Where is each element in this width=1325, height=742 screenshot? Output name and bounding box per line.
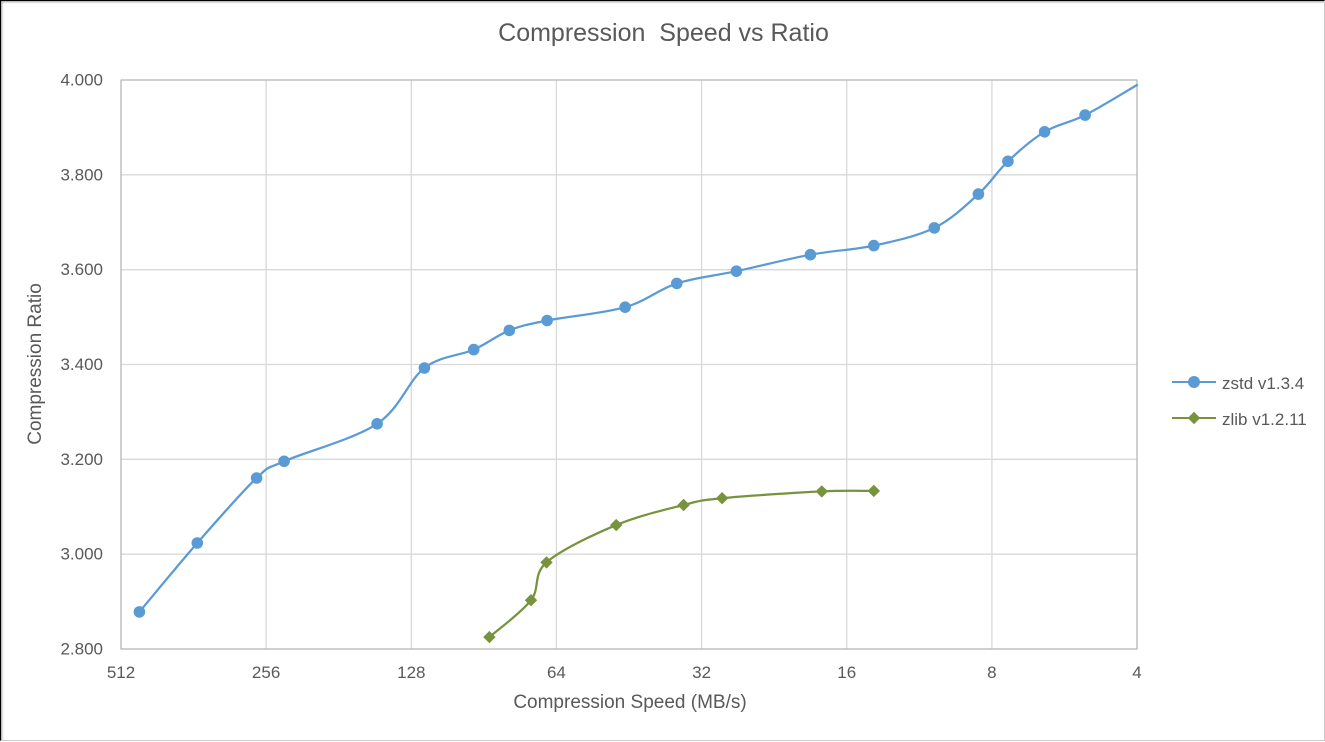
svg-text:Compression Ratio: Compression Ratio xyxy=(25,283,46,445)
svg-text:Compression Speed (MB/s): Compression Speed (MB/s) xyxy=(513,692,746,713)
svg-text:4: 4 xyxy=(1132,663,1141,682)
svg-text:2.800: 2.800 xyxy=(60,640,103,659)
svg-text:4.000: 4.000 xyxy=(60,71,103,90)
svg-text:3.600: 3.600 xyxy=(60,260,103,279)
svg-text:256: 256 xyxy=(252,663,280,682)
svg-text:512: 512 xyxy=(107,663,135,682)
svg-text:3.800: 3.800 xyxy=(60,165,103,184)
svg-text:128: 128 xyxy=(397,663,425,682)
svg-text:64: 64 xyxy=(547,663,566,682)
svg-text:3.000: 3.000 xyxy=(60,545,103,564)
svg-text:32: 32 xyxy=(692,663,711,682)
svg-text:3.400: 3.400 xyxy=(60,355,103,374)
svg-text:16: 16 xyxy=(837,663,856,682)
svg-text:3.200: 3.200 xyxy=(60,450,103,469)
svg-text:zstd v1.3.4: zstd v1.3.4 xyxy=(1222,374,1304,393)
svg-text:8: 8 xyxy=(987,663,996,682)
svg-text:zlib v1.2.11: zlib v1.2.11 xyxy=(1222,410,1307,429)
